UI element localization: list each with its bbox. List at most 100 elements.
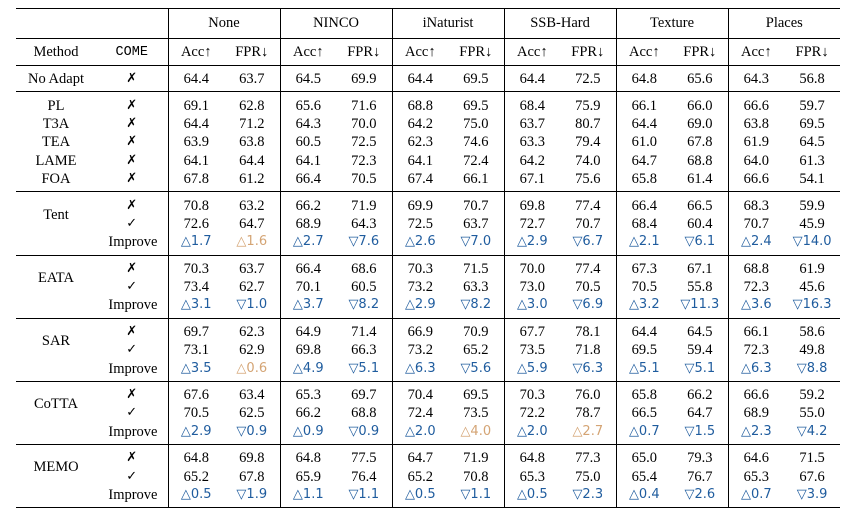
group-row-without: SAR ✗ 69.7 62.3 64.9 71.4 66.9 70.9 67.7 78.1 64.4… — [16, 317, 841, 360]
acc-improve: △0.7 — [615, 422, 673, 445]
fpr-value: 73.5 — [463, 405, 489, 422]
acc-value: 64.2 — [391, 114, 449, 134]
acc-improve: △2.6 — [391, 233, 449, 256]
fpr-value: 71.5 — [784, 444, 841, 468]
method-row: TEA ✗ 63.9 63.8 60.5 72.5 62.3 74.6 63.3 79.4 61.0… — [16, 133, 840, 152]
fpr-value: 59.9 — [784, 191, 841, 215]
fpr-value: 68.6 — [336, 254, 393, 278]
acc-value: 69.5 — [615, 341, 673, 360]
fpr-value: 72.5 — [351, 134, 377, 151]
fpr-value: 71.6 — [336, 91, 393, 115]
fpr-improve: ▽1.0 — [236, 297, 268, 313]
acc-value: 73.1 — [167, 341, 224, 360]
acc-header: Acc↑ — [615, 38, 673, 66]
method-label: EATA — [16, 254, 96, 297]
fpr-value: 58.6 — [784, 317, 841, 342]
group-row-improve: Improve △1.7 △1.6 △2.7 ▽7.6 △2.6 ▽7.0 △2.9 ▽6.7 △… — [16, 233, 840, 256]
fpr-value: 61.2 — [239, 171, 265, 188]
method-label: SAR — [16, 317, 96, 360]
fpr-value: 71.5 — [448, 254, 505, 278]
acc-value: 67.7 — [503, 317, 561, 342]
fpr-value: 49.8 — [799, 342, 825, 359]
acc-value: 73.2 — [391, 277, 449, 297]
come-mark: ✗ — [96, 91, 168, 115]
fpr-value: 67.8 — [239, 468, 265, 485]
acc-improve: △3.5 — [167, 359, 224, 382]
come-mark: ✓ — [126, 405, 138, 421]
acc-value: 63.7 — [503, 114, 561, 134]
fpr-improve: △2.7 — [572, 423, 604, 439]
fpr-value: 61.9 — [784, 254, 841, 278]
acc-value: 72.5 — [391, 214, 449, 234]
fpr-value: 69.5 — [799, 115, 825, 132]
fpr-value: 55.8 — [687, 279, 713, 296]
fpr-value: 76.4 — [351, 468, 377, 485]
fpr-value: 61.4 — [687, 171, 713, 188]
acc-value: 64.4 — [167, 64, 224, 92]
acc-value: 65.3 — [279, 380, 337, 405]
fpr-value: 80.7 — [575, 115, 601, 132]
fpr-value: 69.5 — [448, 64, 505, 92]
acc-improve: △0.4 — [615, 485, 673, 509]
dataset-header: iNaturist — [391, 8, 505, 39]
acc-value: 70.5 — [167, 404, 224, 423]
fpr-value: 69.8 — [224, 444, 281, 468]
fpr-improve: ▽8.2 — [460, 297, 492, 313]
acc-header: Acc↑ — [391, 38, 449, 66]
acc-improve: △3.6 — [727, 296, 785, 319]
fpr-value: 65.2 — [463, 342, 489, 359]
fpr-value: 64.3 — [351, 215, 377, 232]
fpr-improve: ▽6.1 — [684, 234, 716, 250]
fpr-improve: ▽6.3 — [572, 360, 604, 376]
fpr-improve: ▽8.2 — [348, 297, 380, 313]
group-row-without: CoTTA ✗ 67.6 63.4 65.3 69.7 70.4 69.5 70.3 76.0 65… — [16, 380, 841, 423]
fpr-value: 71.8 — [575, 342, 601, 359]
acc-improve: △4.9 — [279, 359, 337, 382]
acc-value: 65.3 — [727, 467, 785, 486]
acc-improve: △2.9 — [167, 422, 224, 445]
group-row-improve: Improve △3.1 ▽1.0 △3.7 ▽8.2 △2.9 ▽8.2 △3.0 ▽6.9 △… — [16, 296, 840, 319]
fpr-improve: ▽5.6 — [460, 360, 492, 376]
fpr-value: 67.8 — [687, 134, 713, 151]
acc-value: 64.9 — [279, 317, 337, 342]
results-table: None NINCO iNaturist SSB-Hard Texture Pl… — [16, 8, 841, 509]
group-row-improve: Improve △3.5 △0.6 △4.9 ▽5.1 △6.3 ▽5.6 △5.9 ▽6.3 △… — [16, 359, 840, 382]
acc-value: 68.4 — [503, 91, 561, 115]
fpr-header: FPR↓ — [224, 38, 281, 66]
fpr-value: 59.7 — [784, 91, 841, 115]
fpr-value: 71.9 — [336, 191, 393, 215]
fpr-value: 69.7 — [336, 380, 393, 405]
acc-value: 70.7 — [727, 214, 785, 234]
acc-improve: △0.5 — [391, 485, 449, 509]
acc-value: 68.8 — [727, 254, 785, 278]
acc-improve: △0.9 — [279, 422, 337, 445]
group-row-with: ✓ 73.1 62.9 69.8 66.3 73.2 65.2 73.5 71.8 69.5 59.… — [16, 341, 840, 360]
fpr-value: 66.5 — [672, 191, 729, 215]
acc-value: 64.4 — [391, 64, 449, 92]
method-row: LAME ✗ 64.1 64.4 64.1 72.3 64.1 72.4 64.2 74.0 64.… — [16, 151, 840, 170]
acc-improve: △0.5 — [503, 485, 561, 509]
fpr-improve: ▽1.5 — [684, 423, 716, 439]
header-blank-come — [96, 8, 168, 39]
fpr-value: 45.9 — [799, 215, 825, 232]
acc-value: 69.8 — [503, 191, 561, 215]
improve-label: Improve — [16, 485, 168, 509]
acc-value: 61.9 — [727, 133, 785, 152]
dataset-header: Places — [727, 8, 841, 39]
fpr-value: 62.3 — [224, 317, 281, 342]
fpr-value: 66.3 — [351, 342, 377, 359]
method-label: CoTTA — [16, 380, 96, 423]
fpr-value: 45.6 — [799, 279, 825, 296]
acc-value: 66.5 — [615, 404, 673, 423]
acc-header: Acc↑ — [727, 38, 785, 66]
acc-value: 67.1 — [503, 169, 561, 192]
dataset-header: NINCO — [279, 8, 393, 39]
fpr-improve: ▽2.6 — [672, 485, 729, 509]
acc-improve: △0.5 — [167, 485, 224, 509]
fpr-value: 75.0 — [463, 115, 489, 132]
acc-value: 73.2 — [391, 341, 449, 360]
fpr-value: 63.7 — [224, 64, 281, 92]
come-mark: ✓ — [126, 279, 138, 295]
acc-value: 70.0 — [503, 254, 561, 278]
acc-value: 65.8 — [615, 380, 673, 405]
